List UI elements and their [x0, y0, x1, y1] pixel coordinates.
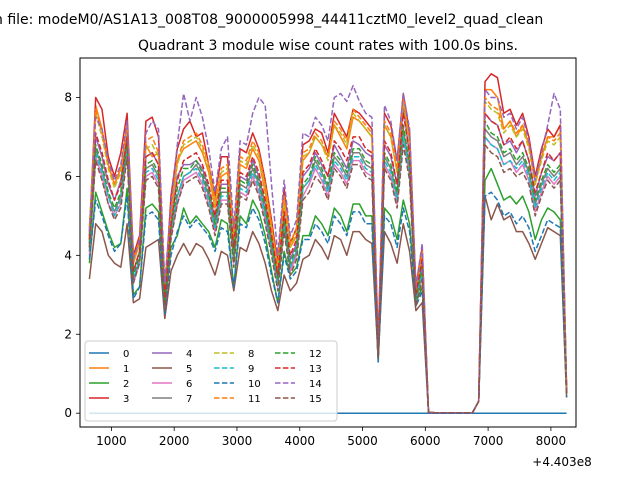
y-tick-label: 4 [64, 248, 72, 262]
legend-label-10: 10 [248, 379, 261, 390]
legend-frame [84, 340, 338, 422]
legend-label-8: 8 [248, 349, 254, 360]
x-tick-label: 2000 [159, 434, 190, 448]
legend-label-7: 7 [186, 394, 192, 405]
series-line-15 [88, 144, 568, 414]
legend-label-1: 1 [123, 364, 129, 375]
x-tick-label: 5000 [347, 434, 378, 448]
series-line-5 [88, 195, 568, 414]
x-tick-label: 7000 [473, 434, 504, 448]
legend-label-12: 12 [309, 349, 322, 360]
series-line-11 [88, 96, 568, 414]
x-tick-label: 6000 [410, 434, 441, 448]
figure-suptitle: n file: modeM0/AS1A13_008T08_9000005998_… [0, 12, 543, 28]
series-layer [88, 73, 568, 414]
axes-frame [79, 57, 577, 428]
x-axis-ticks: 1000 2000 3000 4000 5000 6000 7000 8000 [96, 427, 566, 448]
legend-label-11: 11 [248, 394, 261, 405]
legend-label-14: 14 [309, 379, 322, 390]
legend-label-5: 5 [186, 364, 192, 375]
x-tick-label: 8000 [536, 434, 567, 448]
series-line-14 [88, 84, 568, 414]
legend-label-3: 3 [123, 394, 129, 405]
legend-label-6: 6 [186, 379, 192, 390]
legend-label-15: 15 [309, 394, 322, 405]
plot-area: 1000 2000 3000 4000 5000 6000 7000 8000 0 2 4 6 8 [64, 57, 577, 448]
legend-label-9: 9 [248, 364, 254, 375]
chart-title: Quadrant 3 module wise count rates with … [138, 38, 518, 54]
x-axis-offset-label: +4.403e8 [532, 455, 591, 469]
y-axis-ticks: 0 2 4 6 8 [64, 90, 80, 420]
x-tick-label: 3000 [222, 434, 253, 448]
y-tick-label: 6 [64, 169, 72, 183]
y-tick-label: 2 [64, 327, 72, 341]
y-tick-label: 0 [64, 406, 72, 420]
legend-label-0: 0 [123, 349, 129, 360]
legend-label-4: 4 [186, 349, 192, 360]
y-tick-label: 8 [64, 90, 72, 104]
legend-label-2: 2 [123, 379, 129, 390]
series-line-13 [88, 112, 568, 414]
legend-label-13: 13 [309, 364, 322, 375]
x-tick-label: 4000 [284, 434, 315, 448]
x-tick-label: 1000 [96, 434, 127, 448]
